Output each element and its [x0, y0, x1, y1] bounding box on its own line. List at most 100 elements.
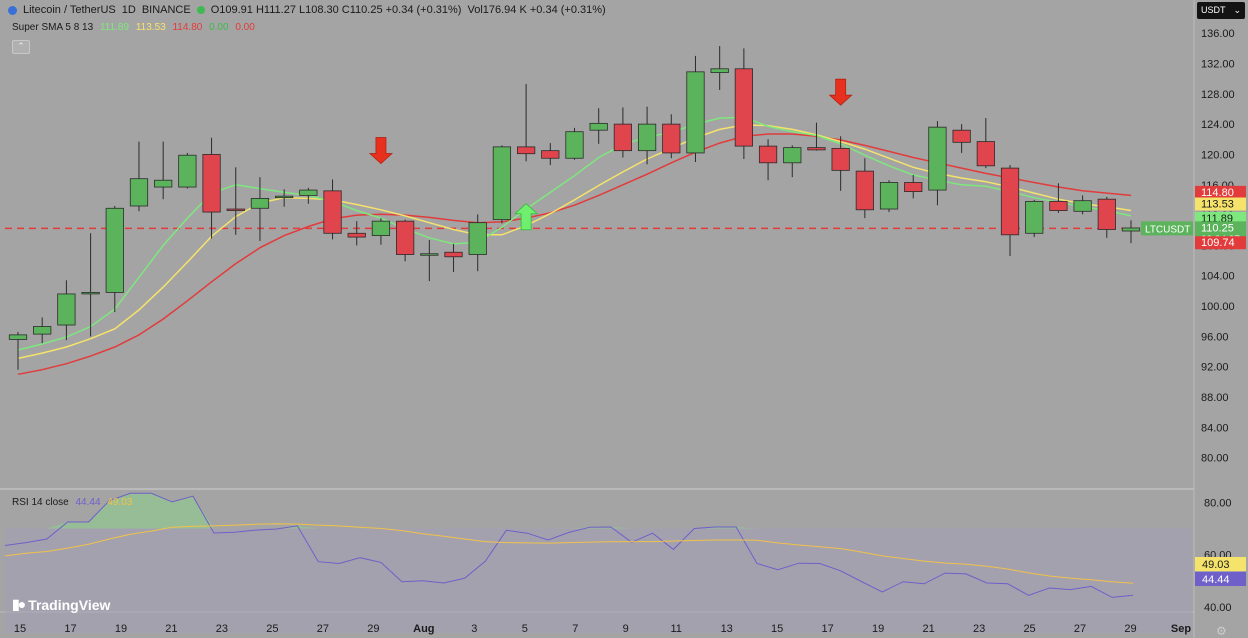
candle[interactable] [783, 145, 802, 178]
candle[interactable] [541, 143, 560, 166]
time-tick-label: 17 [64, 623, 76, 635]
candle[interactable] [1000, 165, 1020, 257]
candle[interactable] [758, 139, 778, 181]
time-tick-label: 23 [973, 623, 985, 635]
candle[interactable] [1097, 196, 1116, 238]
sma-value-2: 113.53 [135, 22, 166, 33]
candle-body [1097, 198, 1116, 230]
sma-value-4: 0.00 [209, 22, 229, 33]
candle[interactable] [492, 145, 512, 224]
candle[interactable] [1025, 199, 1044, 238]
candle-body [492, 146, 512, 221]
candle[interactable] [516, 83, 536, 162]
candle[interactable] [976, 118, 995, 169]
currency-button[interactable]: USDT ⌄ [1197, 2, 1245, 19]
candle[interactable] [565, 127, 584, 160]
candle[interactable] [444, 243, 463, 272]
price-pane[interactable] [5, 46, 1192, 376]
candle[interactable] [8, 331, 28, 370]
price-label-text: 110.25 [1201, 222, 1234, 234]
candle[interactable] [710, 46, 729, 91]
rsi-ma-line [4, 523, 1134, 584]
candle[interactable] [105, 206, 124, 313]
litecoin-logo-icon [8, 5, 17, 15]
candle[interactable] [57, 280, 76, 341]
candle[interactable] [202, 137, 221, 239]
candle-body [420, 253, 439, 256]
candle[interactable] [637, 106, 657, 165]
candle[interactable] [855, 158, 874, 219]
symbol-tag-label: LTCUSDT [1145, 224, 1190, 235]
candle[interactable] [178, 152, 197, 189]
candle-body [275, 195, 294, 199]
candle[interactable] [613, 107, 633, 158]
candle[interactable] [275, 189, 294, 207]
price-label-text: 109.74 [1201, 237, 1235, 249]
rsi-legend[interactable]: RSI 14 close 44.44 49.03 [12, 497, 136, 508]
candle[interactable] [734, 48, 753, 159]
candle[interactable] [299, 187, 318, 204]
candle[interactable] [420, 240, 439, 282]
candle-body [686, 71, 705, 154]
time-tick-label: 9 [623, 623, 629, 635]
price-tick-label: 128.00 [1201, 89, 1235, 101]
price-label: 114.80 [1195, 185, 1246, 199]
candle[interactable] [879, 180, 899, 213]
price-tick-label: 84.00 [1201, 422, 1229, 434]
candle[interactable] [468, 214, 487, 272]
candle[interactable] [81, 233, 100, 337]
symbol-header: Litecoin / TetherUS 1D BINANCE O109.91 H… [8, 4, 606, 16]
sma-value-3: 114.80 [172, 22, 203, 33]
candle[interactable] [323, 179, 342, 240]
candle-body [831, 147, 850, 171]
candle[interactable] [1073, 195, 1092, 215]
candle[interactable] [226, 167, 245, 235]
rsi-label: RSI 14 close [12, 497, 69, 508]
candle[interactable] [952, 124, 971, 153]
tradingview-logo[interactable]: ▮● TradingView [12, 596, 110, 613]
rsi-value-label-bg [1195, 557, 1246, 571]
sma-label: Super SMA 5 8 13 [12, 22, 94, 33]
candle[interactable] [1121, 220, 1141, 244]
candle[interactable] [154, 141, 173, 200]
price-tick-label: 136.00 [1201, 28, 1235, 40]
candle-body [662, 123, 681, 154]
market-status-icon [196, 6, 205, 14]
candle[interactable] [1049, 183, 1068, 213]
candle[interactable] [831, 136, 850, 191]
candle[interactable] [396, 219, 415, 262]
rsi-pane[interactable] [4, 492, 1192, 633]
candle[interactable] [250, 177, 270, 241]
time-tick-label: 19 [872, 623, 884, 635]
candle[interactable] [686, 55, 705, 163]
candle-body [323, 190, 342, 234]
time-axis[interactable]: 15 17 19 21 23 25 27 29 Aug 3 5 7 9 11 13 15 17 19 21 23 25 2… [14, 623, 1191, 635]
price-axis[interactable]: 80.0084.0088.0092.0096.00100.00104.00108… [1141, 28, 1246, 465]
candle[interactable] [589, 108, 608, 144]
candle[interactable] [33, 317, 52, 344]
time-tick-label: 21 [165, 623, 177, 635]
price-label: 109.74 [1195, 236, 1246, 250]
candle-body [516, 146, 536, 155]
time-tick-label: 29 [367, 623, 379, 635]
candle[interactable] [928, 121, 947, 206]
gear-icon[interactable]: ⚙ [1216, 624, 1227, 638]
candle[interactable] [371, 218, 391, 245]
candle[interactable] [129, 141, 149, 212]
candle-body [105, 207, 124, 293]
sma-legend[interactable]: Super SMA 5 8 13 111.89 113.53 114.80 0.… [12, 22, 259, 33]
rsi-tick-label: 40.00 [1204, 602, 1232, 614]
symbol-name[interactable]: Litecoin / TetherUS [23, 4, 116, 16]
time-tick-label: 17 [822, 623, 834, 635]
time-tick-label: 15 [771, 623, 783, 635]
candle[interactable] [347, 221, 366, 246]
collapse-legend-button[interactable]: ⌃ [12, 40, 30, 54]
candle[interactable] [662, 114, 681, 159]
candle[interactable] [904, 174, 923, 199]
candle-body [1121, 227, 1141, 232]
interval-label[interactable]: 1D [121, 4, 136, 16]
candle[interactable] [807, 122, 826, 151]
price-label-bg [1195, 197, 1246, 211]
